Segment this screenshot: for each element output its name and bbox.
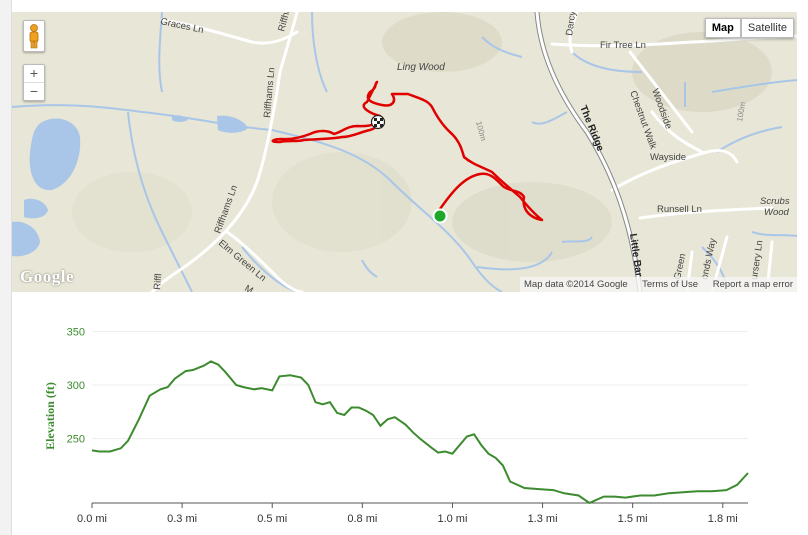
y-tick-label: 300 bbox=[67, 380, 85, 392]
label-riffl: Riffl bbox=[152, 273, 164, 290]
label-fir-tree-ln: Fir Tree Ln bbox=[600, 40, 646, 51]
map-attribution: Map data ©2014 Google Terms of Use Repor… bbox=[520, 277, 797, 292]
y-axis-label: Elevation (ft) bbox=[43, 382, 57, 450]
google-logo: Google bbox=[20, 267, 74, 286]
zoom-control: + − bbox=[23, 64, 45, 101]
label-wayside: Wayside bbox=[650, 152, 686, 163]
streams bbox=[12, 12, 797, 292]
chart-grid bbox=[92, 330, 748, 440]
y-tick-label: 350 bbox=[67, 326, 85, 338]
elevation-chart: 250 300 350 0.0 mi 0.3 mi 0.5 mi 0.8 mi 1.0 mi… bbox=[43, 326, 749, 525]
map-type-control: Map Satellite bbox=[704, 18, 794, 38]
label-runsell-ln: Runsell Ln bbox=[657, 204, 702, 215]
x-tick-label: 0.5 mi bbox=[257, 513, 287, 525]
map-canvas[interactable]: Graces Ln Riffhams Riffhams Ln Riffhams … bbox=[12, 12, 797, 292]
report-map-error-link[interactable]: Report a map error bbox=[712, 279, 793, 290]
label-riffhams-ln-2: Riffhams Ln bbox=[212, 184, 240, 235]
label-ling-wood: Ling Wood bbox=[397, 62, 445, 73]
map-panel[interactable]: Graces Ln Riffhams Riffhams Ln Riffhams … bbox=[12, 12, 797, 292]
map-type-map-button[interactable]: Map bbox=[704, 18, 741, 38]
y-tick-label: 250 bbox=[67, 434, 85, 446]
map-data-attribution: Map data ©2014 Google bbox=[524, 279, 628, 290]
x-tick-labels: 0.0 mi 0.3 mi 0.5 mi 0.8 mi 1.0 mi 1.3 mi 1.5 … bbox=[77, 503, 738, 525]
label-little-bar: Little Bar bbox=[627, 233, 644, 278]
route-line[interactable] bbox=[271, 80, 544, 222]
label-graces-ln: Graces Ln bbox=[159, 16, 204, 36]
x-tick-label: 0.3 mi bbox=[167, 513, 197, 525]
terrain-shading bbox=[72, 12, 772, 262]
main-road-the-ridge bbox=[534, 12, 643, 292]
zoom-in-button[interactable]: + bbox=[29, 65, 39, 81]
label-green: Green bbox=[672, 253, 688, 281]
label-m-ways: M...ays bbox=[243, 283, 275, 292]
label-riffhams-ln: Riffhams Ln bbox=[262, 67, 277, 118]
street-view-pegman-icon[interactable] bbox=[23, 20, 45, 52]
start-marker-icon[interactable] bbox=[432, 208, 448, 224]
label-ursery-ln: ursery Ln bbox=[749, 240, 765, 281]
elevation-series-line[interactable] bbox=[91, 360, 749, 505]
map-type-satellite-button[interactable]: Satellite bbox=[740, 18, 794, 38]
x-tick-label: 1.8 mi bbox=[708, 513, 738, 525]
x-tick-label: 1.0 mi bbox=[437, 513, 467, 525]
x-tick-label: 0.8 mi bbox=[347, 513, 377, 525]
zoom-out-button[interactable]: − bbox=[24, 82, 44, 100]
roads bbox=[150, 12, 797, 292]
label-scrubs-wood: Wood bbox=[764, 207, 790, 218]
finish-flag-icon[interactable] bbox=[370, 114, 386, 130]
label-darcy-rise: Darcy Rise bbox=[564, 12, 581, 36]
x-tick-label: 1.5 mi bbox=[618, 513, 648, 525]
label-100m-a: 100m bbox=[474, 120, 488, 142]
left-frame-edge bbox=[0, 0, 12, 535]
y-tick-labels: 250 300 350 bbox=[67, 326, 85, 445]
label-100m-b: 100m bbox=[735, 101, 747, 123]
x-tick-label: 1.3 mi bbox=[528, 513, 558, 525]
terms-of-use-link[interactable]: Terms of Use bbox=[642, 279, 699, 290]
x-tick-label: 0.0 mi bbox=[77, 513, 107, 525]
label-scrubs: Scrubs bbox=[760, 196, 790, 207]
